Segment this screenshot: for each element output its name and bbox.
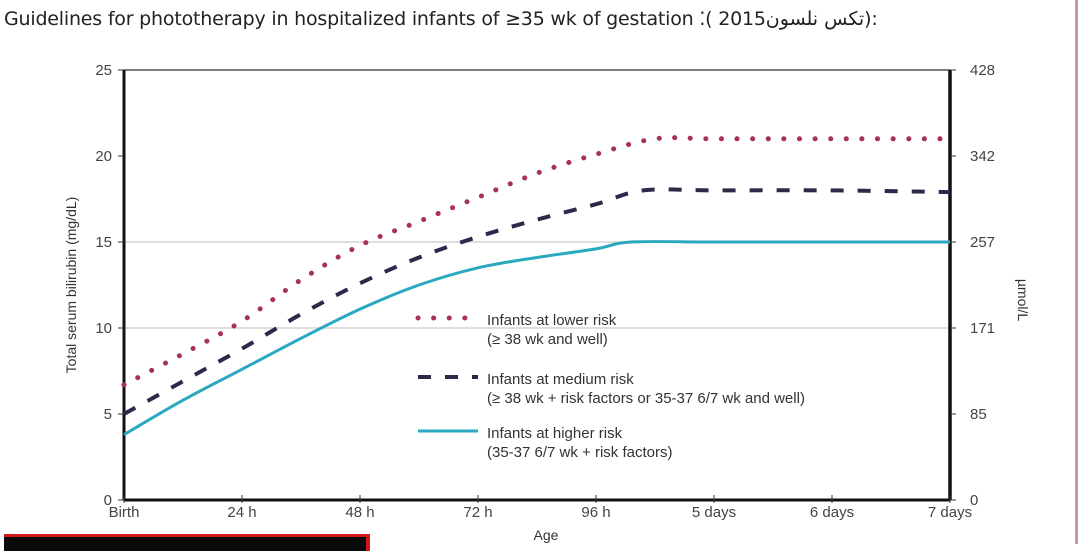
title-english: Guidelines for phototherapy in hospitali… bbox=[4, 8, 694, 30]
x-tick-label: 6 days bbox=[810, 504, 854, 521]
x-tick-label: Birth bbox=[109, 504, 140, 521]
series-layer bbox=[121, 135, 953, 436]
y-tick-label-right: 85 bbox=[970, 406, 987, 423]
title-arabic-source: تكس نلسون bbox=[765, 8, 865, 30]
axes bbox=[118, 69, 956, 503]
y-tick-label-right: 0 bbox=[970, 492, 978, 509]
y-tick-label-left: 25 bbox=[95, 62, 112, 79]
x-tick-label: 5 days bbox=[692, 504, 736, 521]
y-tick-label-right: 428 bbox=[970, 62, 995, 79]
y-tick-label-left: 10 bbox=[95, 320, 112, 337]
tick-labels: 0 5 10 15 20 25 0 85 171 257 342 428 Birth 24 h 48 h 72… bbox=[95, 62, 995, 521]
y-tick-label-right: 257 bbox=[970, 234, 995, 251]
x-tick-label: 7 days bbox=[928, 504, 972, 521]
y-tick-label-left: 20 bbox=[95, 148, 112, 165]
series-line-infants-at-higher-risk bbox=[123, 240, 950, 436]
legend-label: Infants at higher risk bbox=[487, 425, 623, 442]
right-edge-border bbox=[1075, 0, 1078, 544]
y-tick-label-left: 15 bbox=[95, 234, 112, 251]
x-tick-label: 72 h bbox=[463, 504, 492, 521]
y-tick-label-right: 171 bbox=[970, 320, 995, 337]
legend-label: Infants at medium risk bbox=[487, 371, 634, 388]
x-tick-label: 48 h bbox=[345, 504, 374, 521]
x-axis-title: Age bbox=[534, 527, 559, 543]
y-tick-label-left: 5 bbox=[104, 406, 112, 423]
legend: Infants at lower risk (≥ 38 wk and well) I… bbox=[415, 312, 805, 461]
y-axis-right-title: µmol/L bbox=[1015, 279, 1031, 322]
legend-note: (≥ 38 wk and well) bbox=[487, 331, 608, 348]
legend-note: (35-37 6/7 wk + risk factors) bbox=[487, 444, 672, 461]
page-title: Guidelines for phototherapy in hospitali… bbox=[4, 8, 878, 30]
title-separator: ⁚( 2015 bbox=[693, 8, 766, 30]
y-tick-label-left: 0 bbox=[104, 492, 112, 509]
x-tick-label: 24 h bbox=[227, 504, 256, 521]
title-end: ): bbox=[864, 8, 878, 30]
red-banner-bar bbox=[4, 534, 370, 551]
legend-note: (≥ 38 wk + risk factors or 35-37 6/7 wk … bbox=[487, 390, 805, 407]
y-tick-label-right: 342 bbox=[970, 148, 995, 165]
legend-label: Infants at lower risk bbox=[487, 312, 617, 329]
x-tick-label: 96 h bbox=[581, 504, 610, 521]
y-axis-title: Total serum bilirubin (mg/dL) bbox=[63, 197, 79, 374]
